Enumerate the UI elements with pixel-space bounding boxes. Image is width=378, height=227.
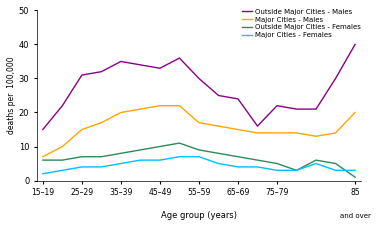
Major Cities - Females: [353, 169, 357, 172]
Outside Major Cities - Females: [177, 142, 182, 144]
Outside Major Cities - Males: [294, 108, 299, 111]
Outside Major Cities - Males: [353, 43, 357, 46]
Y-axis label: deaths per  100,000: deaths per 100,000: [7, 57, 16, 134]
Outside Major Cities - Males: [197, 77, 201, 80]
Outside Major Cities - Females: [99, 155, 104, 158]
Outside Major Cities - Females: [333, 162, 338, 165]
Major Cities - Females: [40, 172, 45, 175]
Outside Major Cities - Males: [236, 98, 240, 100]
Major Cities - Males: [353, 111, 357, 114]
Major Cities - Females: [99, 165, 104, 168]
Major Cities - Females: [216, 162, 221, 165]
Major Cities - Males: [216, 125, 221, 128]
Line: Outside Major Cities - Females: Outside Major Cities - Females: [43, 143, 355, 177]
Outside Major Cities - Males: [119, 60, 123, 63]
Major Cities - Males: [275, 131, 279, 134]
Outside Major Cities - Males: [255, 125, 260, 128]
Outside Major Cities - Females: [255, 159, 260, 161]
Outside Major Cities - Males: [314, 108, 318, 111]
Outside Major Cities - Females: [314, 159, 318, 161]
Line: Outside Major Cities - Males: Outside Major Cities - Males: [43, 44, 355, 129]
Major Cities - Females: [158, 159, 162, 161]
Major Cities - Females: [60, 169, 65, 172]
Major Cities - Males: [333, 131, 338, 134]
Outside Major Cities - Females: [236, 155, 240, 158]
Major Cities - Females: [80, 165, 84, 168]
Outside Major Cities - Males: [158, 67, 162, 70]
Major Cities - Males: [236, 128, 240, 131]
Outside Major Cities - Males: [138, 64, 143, 66]
Major Cities - Males: [255, 131, 260, 134]
Outside Major Cities - Females: [275, 162, 279, 165]
Outside Major Cities - Females: [216, 152, 221, 155]
Outside Major Cities - Males: [99, 70, 104, 73]
Major Cities - Females: [119, 162, 123, 165]
Outside Major Cities - Males: [40, 128, 45, 131]
Major Cities - Males: [158, 104, 162, 107]
Outside Major Cities - Females: [353, 176, 357, 178]
Legend: Outside Major Cities - Males, Major Cities - Males, Outside Major Cities - Femal: Outside Major Cities - Males, Major Citi…: [242, 9, 361, 38]
Major Cities - Females: [314, 162, 318, 165]
Major Cities - Males: [99, 121, 104, 124]
Line: Major Cities - Males: Major Cities - Males: [43, 106, 355, 157]
Outside Major Cities - Males: [333, 77, 338, 80]
Major Cities - Males: [119, 111, 123, 114]
Major Cities - Males: [80, 128, 84, 131]
Major Cities - Males: [60, 145, 65, 148]
Major Cities - Males: [197, 121, 201, 124]
Outside Major Cities - Males: [275, 104, 279, 107]
Major Cities - Males: [138, 108, 143, 111]
Text: and over: and over: [339, 213, 370, 219]
X-axis label: Age group (years): Age group (years): [161, 211, 237, 220]
Outside Major Cities - Males: [216, 94, 221, 97]
Outside Major Cities - Females: [80, 155, 84, 158]
Major Cities - Females: [236, 165, 240, 168]
Major Cities - Females: [275, 169, 279, 172]
Outside Major Cities - Females: [119, 152, 123, 155]
Major Cities - Females: [333, 169, 338, 172]
Outside Major Cities - Males: [80, 74, 84, 76]
Outside Major Cities - Females: [138, 148, 143, 151]
Outside Major Cities - Females: [40, 159, 45, 161]
Major Cities - Males: [294, 131, 299, 134]
Major Cities - Females: [138, 159, 143, 161]
Major Cities - Males: [314, 135, 318, 138]
Major Cities - Males: [40, 155, 45, 158]
Major Cities - Females: [177, 155, 182, 158]
Major Cities - Females: [197, 155, 201, 158]
Outside Major Cities - Males: [177, 57, 182, 59]
Line: Major Cities - Females: Major Cities - Females: [43, 157, 355, 174]
Outside Major Cities - Females: [60, 159, 65, 161]
Outside Major Cities - Females: [294, 169, 299, 172]
Outside Major Cities - Females: [158, 145, 162, 148]
Outside Major Cities - Males: [60, 104, 65, 107]
Major Cities - Females: [294, 169, 299, 172]
Major Cities - Males: [177, 104, 182, 107]
Outside Major Cities - Females: [197, 148, 201, 151]
Major Cities - Females: [255, 165, 260, 168]
